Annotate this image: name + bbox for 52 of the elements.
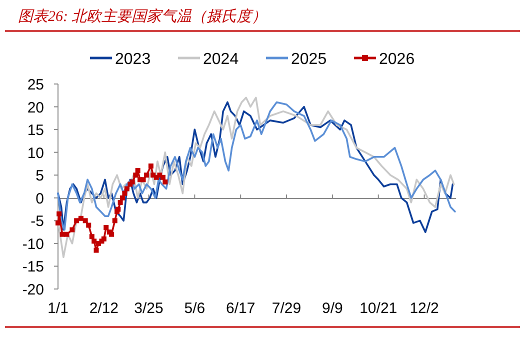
point bbox=[74, 218, 80, 224]
point bbox=[56, 211, 62, 216]
point bbox=[160, 174, 166, 180]
point bbox=[112, 218, 118, 224]
y-tick-label: 5 bbox=[36, 168, 44, 185]
y-tick-label: -20 bbox=[22, 282, 44, 298]
point bbox=[89, 234, 94, 240]
point bbox=[120, 195, 126, 200]
point bbox=[135, 168, 140, 174]
legend-label: 2025 bbox=[291, 51, 327, 68]
point bbox=[118, 200, 123, 205]
y-tick-label: -15 bbox=[22, 258, 44, 276]
y-tick-label: -5 bbox=[30, 213, 44, 230]
point bbox=[122, 190, 128, 196]
point bbox=[148, 164, 154, 168]
point bbox=[130, 179, 135, 184]
point bbox=[104, 225, 109, 230]
x-tick-label: 9/9 bbox=[322, 300, 343, 317]
point bbox=[140, 177, 146, 182]
x-tick-label: 6/17 bbox=[226, 300, 256, 317]
point bbox=[109, 232, 114, 237]
x-tick-label: 12/2 bbox=[410, 300, 439, 317]
point bbox=[124, 186, 130, 192]
legend-label: 2026 bbox=[379, 51, 415, 68]
x-tick-label: 7/29 bbox=[272, 300, 302, 317]
point bbox=[56, 220, 60, 226]
legend-label: 2024 bbox=[203, 51, 239, 68]
point bbox=[101, 236, 106, 242]
x-tick-label: 3/25 bbox=[134, 300, 164, 317]
x-tick-label: 10/21 bbox=[360, 300, 398, 317]
point bbox=[144, 172, 150, 178]
point bbox=[94, 248, 99, 253]
y-tick-label: -10 bbox=[22, 236, 44, 253]
y-tick-label: 25 bbox=[27, 76, 44, 94]
point bbox=[133, 172, 138, 178]
chart-title: 图表26: 北欧主要国家气温（摄氏度） bbox=[18, 8, 267, 25]
point bbox=[78, 216, 84, 221]
point bbox=[162, 179, 168, 184]
point bbox=[82, 218, 88, 224]
legend-label: 2023 bbox=[115, 51, 151, 68]
x-tick-label: 1/1 bbox=[48, 300, 68, 317]
x-tick-label: 5/6 bbox=[184, 300, 206, 317]
point bbox=[70, 227, 75, 232]
y-tick-label: 10 bbox=[27, 144, 44, 162]
x-tick-label: 2/12 bbox=[89, 300, 119, 317]
y-tick-label: 15 bbox=[27, 122, 44, 140]
point bbox=[64, 232, 70, 237]
y-tick-label: 20 bbox=[27, 99, 44, 116]
point bbox=[116, 206, 121, 212]
point bbox=[92, 238, 97, 244]
point bbox=[86, 222, 92, 228]
y-tick-label: 0 bbox=[36, 190, 44, 208]
